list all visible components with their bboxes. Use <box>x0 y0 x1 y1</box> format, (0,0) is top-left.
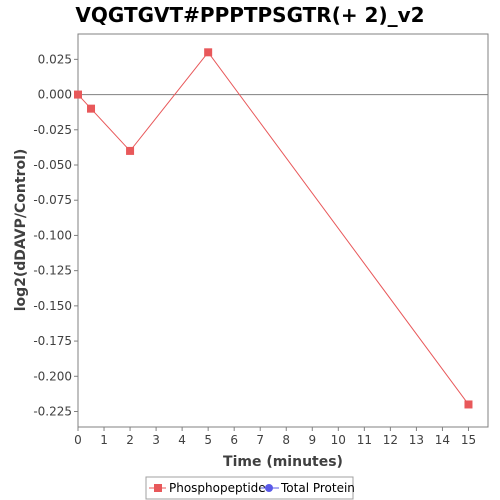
x-tick-label: 15 <box>461 433 476 447</box>
x-tick-label: 13 <box>409 433 424 447</box>
y-tick-label: -0.050 <box>33 158 72 172</box>
y-tick-label: -0.075 <box>33 193 72 207</box>
y-tick-label: -0.200 <box>33 369 72 383</box>
x-tick-label: 12 <box>383 433 398 447</box>
x-tick-label: 6 <box>230 433 238 447</box>
y-tick-label: -0.125 <box>33 264 72 278</box>
x-tick-label: 7 <box>256 433 264 447</box>
plot-area <box>77 33 489 428</box>
chart-title: VQGTGVT#PPPTPSGTR(+ 2)_v2 <box>75 3 424 27</box>
legend: Phosphopeptide Total Protein <box>145 476 355 500</box>
legend-box <box>145 476 354 500</box>
legend-label-total-protein: Total Protein <box>280 481 355 495</box>
x-tick-label: 0 <box>74 433 82 447</box>
x-tick-label: 4 <box>178 433 186 447</box>
series-layer <box>74 48 473 409</box>
y-tick-label: -0.025 <box>33 123 72 137</box>
x-tick-label: 1 <box>100 433 108 447</box>
y-axis-label: log2(dDAVP/Control) <box>13 149 29 312</box>
data-point-phosphopeptide <box>204 48 213 57</box>
x-tick-label: 8 <box>282 433 290 447</box>
data-point-phosphopeptide <box>464 400 473 409</box>
y-tick-label: -0.150 <box>33 299 72 313</box>
data-point-phosphopeptide <box>126 146 135 155</box>
x-axis-ticks: 0 1 2 3 4 5 6 7 8 9 10 11 12 13 14 15 <box>74 427 476 447</box>
x-tick-label: 3 <box>152 433 160 447</box>
y-tick-label: -0.175 <box>33 334 72 348</box>
x-tick-label: 10 <box>331 433 346 447</box>
x-tick-label: 14 <box>435 433 450 447</box>
y-tick-label: -0.225 <box>33 405 72 419</box>
legend-marker-total-protein <box>265 484 273 492</box>
legend-marker-phosphopeptide <box>154 484 162 492</box>
y-tick-label: 0.000 <box>38 88 72 102</box>
y-tick-label: 0.025 <box>38 52 72 66</box>
data-point-phosphopeptide <box>74 90 82 99</box>
legend-label-phosphopeptide: Phosphopeptide <box>169 481 266 495</box>
x-tick-label: 9 <box>308 433 316 447</box>
x-tick-label: 2 <box>126 433 134 447</box>
y-axis-ticks: 0.025 0.000 -0.025 -0.050 -0.075 -0.100 -0.125… <box>33 52 78 419</box>
data-point-phosphopeptide <box>87 104 96 113</box>
y-tick-label: -0.100 <box>33 228 72 242</box>
x-tick-label: 5 <box>204 433 212 447</box>
x-tick-label: 11 <box>357 433 372 447</box>
x-axis-label: Time (minutes) <box>223 454 343 470</box>
